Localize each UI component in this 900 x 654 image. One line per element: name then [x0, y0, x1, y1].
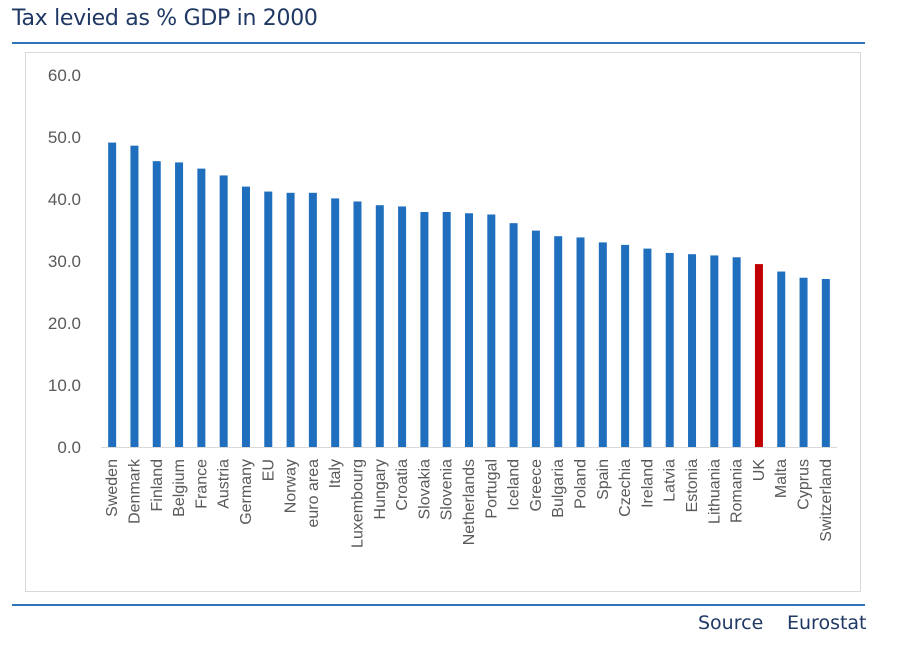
x-tick-label: Iceland: [506, 459, 523, 511]
bar-spain: [598, 242, 607, 447]
chart-frame: 0.0 10.0 20.0 30.0 40.0 50.0 60.0 Sweden Denmark…: [25, 52, 861, 592]
source-label: Source: [698, 612, 764, 634]
bar-denmark: [130, 145, 139, 447]
x-tick-label: Luxembourg: [349, 459, 366, 548]
x-tick-label: Hungary: [372, 459, 389, 519]
x-tick-label: Portugal: [483, 459, 500, 519]
bar-chart: 0.0 10.0 20.0 30.0 40.0 50.0 60.0 Sweden Denmark…: [48, 66, 837, 548]
bar-sweden: [108, 142, 117, 447]
bar-poland: [576, 237, 585, 447]
x-tick-label: Croatia: [394, 459, 411, 511]
bar-ireland: [643, 248, 652, 447]
x-tick-label: Romania: [729, 459, 746, 523]
y-tick-label: 30.0: [48, 252, 81, 271]
source-value: Eurostat: [787, 612, 867, 634]
x-tick-label: Malta: [773, 459, 790, 498]
bar-portugal: [487, 214, 496, 447]
y-tick-label: 60.0: [48, 66, 81, 85]
y-tick-label: 0.0: [57, 438, 81, 457]
x-tick-label: EU: [260, 459, 277, 481]
bar-bulgaria: [554, 236, 563, 447]
x-tick-label: Germany: [238, 459, 255, 525]
bar-iceland: [509, 223, 518, 447]
bar-netherlands: [465, 213, 473, 447]
x-tick-label: Estonia: [684, 459, 701, 512]
x-tick-label: Finland: [149, 459, 166, 511]
bar-greece: [531, 230, 540, 447]
y-tick-label: 40.0: [48, 190, 81, 209]
x-tick-label: Greece: [528, 459, 545, 512]
x-tick-label: Austria: [216, 459, 233, 509]
bar-germany: [241, 186, 250, 447]
x-tick-label: Lithuania: [706, 459, 723, 524]
x-tick-label: France: [193, 459, 210, 509]
bar-italy: [331, 198, 340, 447]
bar-malta: [777, 271, 786, 447]
x-tick-label: Cyprus: [796, 459, 813, 510]
y-tick-label: 20.0: [48, 314, 81, 333]
x-tick-label: UK: [751, 459, 768, 482]
x-tick-label: Bulgaria: [550, 459, 567, 518]
bar-cyprus: [799, 277, 808, 447]
x-tick-label: Slovakia: [416, 459, 433, 520]
bar-eu: [264, 191, 273, 447]
x-tick-label: euro area: [305, 459, 322, 528]
bar-hungary: [375, 205, 384, 447]
bar-luxembourg: [353, 201, 362, 447]
bar-euro-area: [308, 192, 317, 447]
x-tick-label: Norway: [283, 459, 300, 513]
x-tick-label: Italy: [327, 459, 344, 488]
bar-norway: [286, 192, 295, 447]
bar-romania: [732, 257, 741, 447]
x-tick-label: Latvia: [662, 459, 679, 502]
x-tick-label: Denmark: [126, 458, 143, 524]
x-tick-label: Belgium: [171, 459, 188, 517]
y-tick-label: 10.0: [48, 376, 81, 395]
x-tick-label: Czechia: [617, 459, 634, 517]
y-tick-label: 50.0: [48, 128, 81, 147]
bar-france: [197, 168, 206, 447]
bar-austria: [219, 175, 228, 447]
bar-lithuania: [710, 255, 719, 447]
x-tick-label: Switzerland: [818, 459, 835, 542]
title-divider: [12, 42, 865, 44]
bar-czechia: [621, 244, 630, 447]
bar-estonia: [688, 254, 697, 447]
bar-latvia: [665, 252, 674, 447]
bar-finland: [152, 161, 161, 447]
bar-slovakia: [420, 212, 429, 447]
x-tick-label: Ireland: [639, 459, 656, 508]
bar-switzerland: [821, 278, 830, 447]
x-tick-label: Sweden: [104, 459, 121, 517]
bar-croatia: [398, 206, 407, 447]
footer-divider: [12, 604, 865, 606]
bar-uk: [754, 264, 763, 447]
x-tick-label: Slovenia: [439, 459, 456, 520]
x-tick-label: Netherlands: [461, 459, 478, 545]
chart-title: Tax levied as % GDP in 2000: [12, 6, 318, 31]
x-tick-label: Spain: [595, 459, 612, 500]
bar-belgium: [175, 162, 184, 448]
x-tick-label: Poland: [573, 459, 590, 509]
bar-slovenia: [442, 212, 451, 447]
